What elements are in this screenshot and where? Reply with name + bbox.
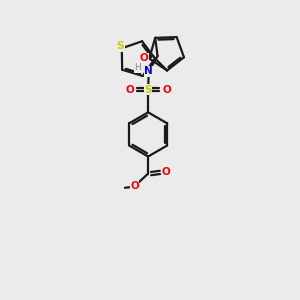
Text: O: O bbox=[162, 167, 170, 177]
Text: N: N bbox=[144, 66, 153, 76]
Text: S: S bbox=[144, 85, 152, 95]
Text: H: H bbox=[134, 63, 141, 72]
Text: S: S bbox=[117, 41, 124, 51]
Text: O: O bbox=[162, 85, 171, 95]
Text: O: O bbox=[130, 181, 139, 191]
Text: O: O bbox=[140, 53, 149, 64]
Text: O: O bbox=[125, 85, 134, 95]
